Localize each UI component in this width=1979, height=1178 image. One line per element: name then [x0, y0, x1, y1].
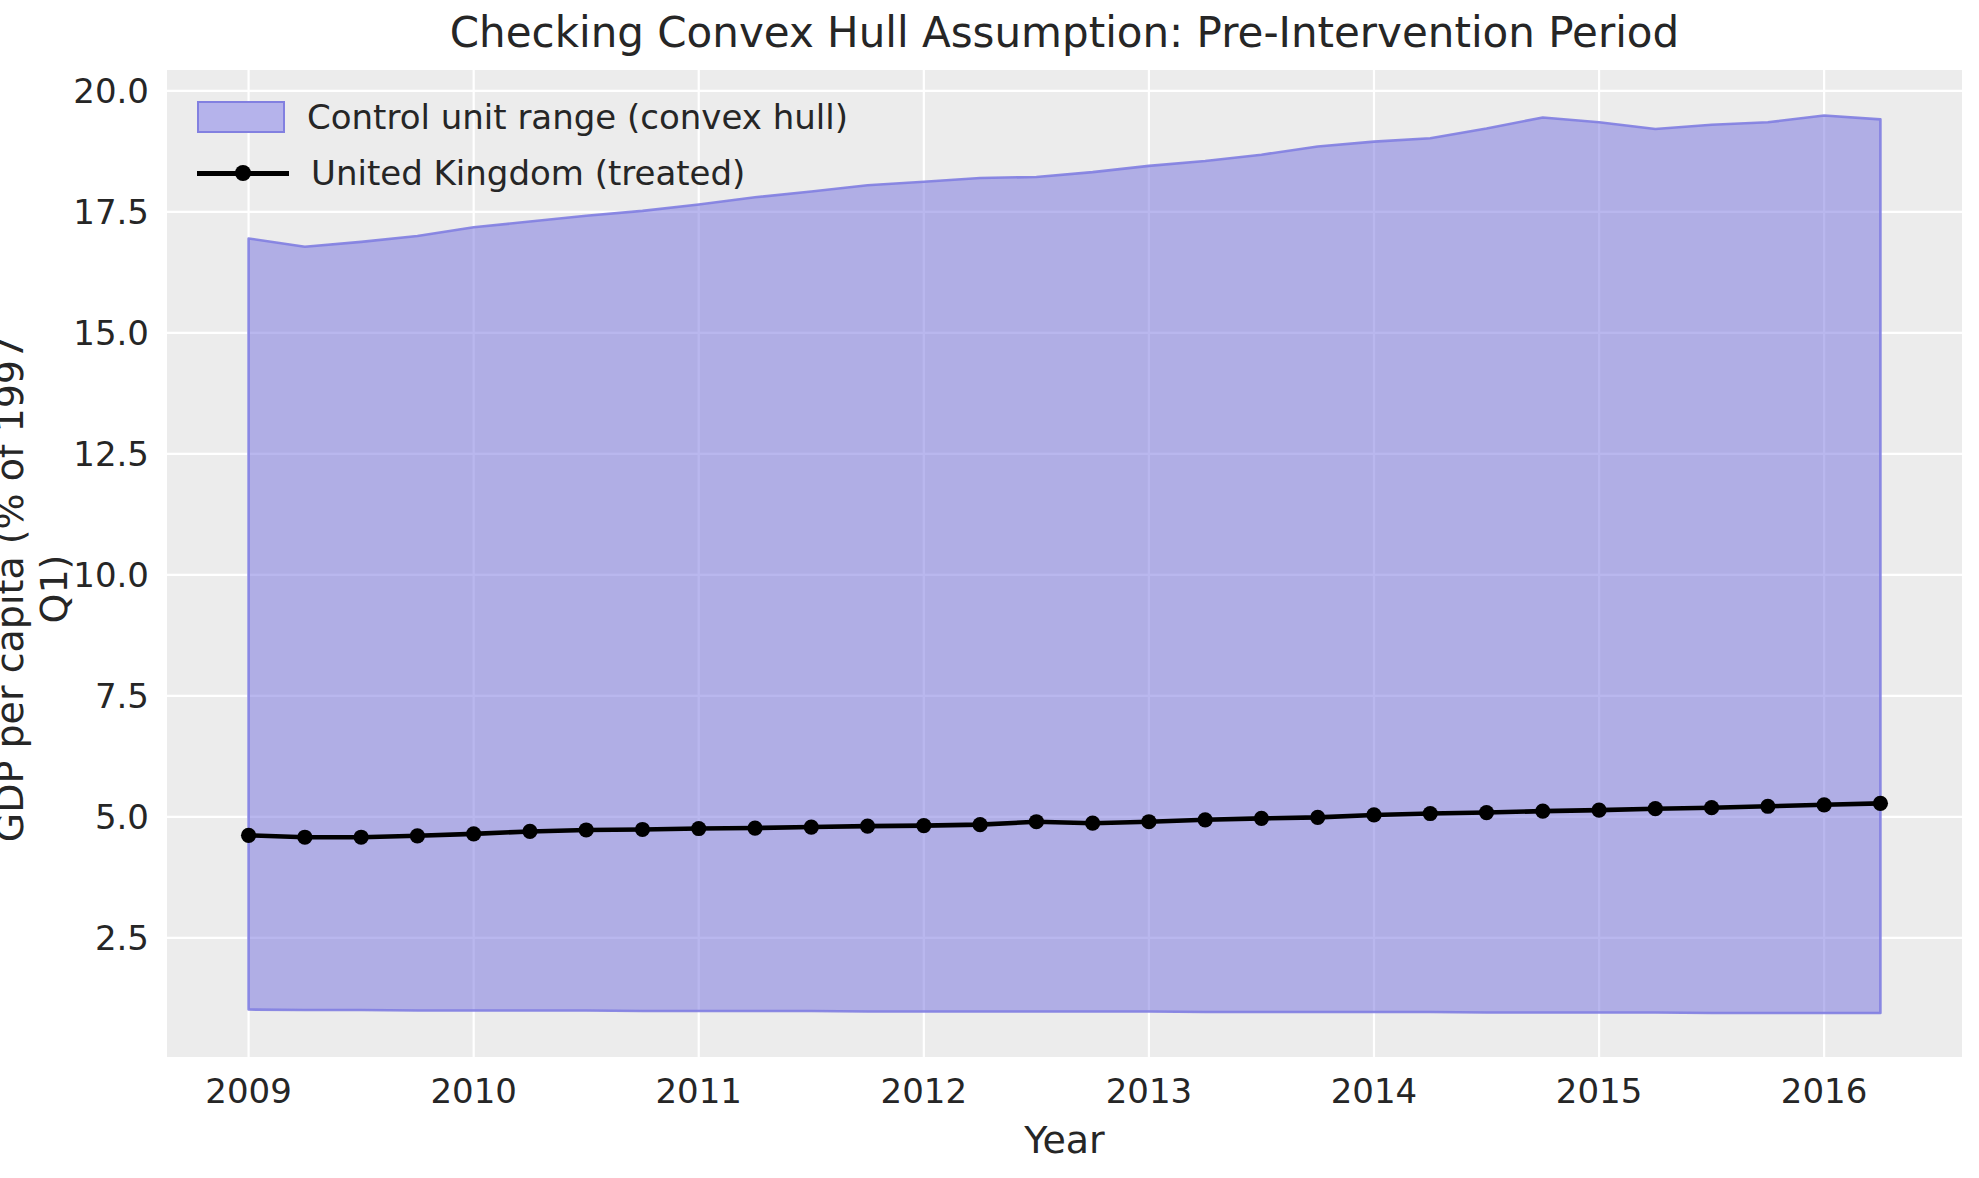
x-tick-label: 2010 — [430, 1071, 517, 1111]
treated-marker — [1310, 810, 1325, 825]
treated-marker — [1817, 797, 1832, 812]
legend-treated-label: United Kingdom (treated) — [311, 153, 745, 193]
treated-marker — [860, 819, 875, 834]
y-tick-label: 17.5 — [73, 192, 149, 232]
treated-marker — [1141, 814, 1156, 829]
treated-marker — [1085, 816, 1100, 831]
control-hull-band — [249, 116, 1881, 1013]
y-tick-label: 2.5 — [95, 918, 149, 958]
treated-marker — [1366, 807, 1381, 822]
figure: Checking Convex Hull Assumption: Pre-Int… — [0, 0, 1979, 1178]
x-axis-label: Year — [167, 1118, 1962, 1162]
x-tick-label: 2016 — [1781, 1071, 1868, 1111]
treated-marker — [579, 822, 594, 837]
treated-marker — [1029, 814, 1044, 829]
treated-marker — [241, 828, 256, 843]
y-tick-label: 10.0 — [73, 555, 149, 595]
treated-marker — [522, 824, 537, 839]
y-tick-label: 20.0 — [73, 71, 149, 111]
treated-marker-icon — [235, 165, 251, 181]
treated-line-icon — [197, 171, 289, 176]
x-tick-label: 2015 — [1556, 1071, 1643, 1111]
treated-marker — [1479, 805, 1494, 820]
y-tick-label: 5.0 — [95, 797, 149, 837]
x-tick-label: 2012 — [881, 1071, 968, 1111]
treated-marker — [354, 830, 369, 845]
treated-marker — [1760, 799, 1775, 814]
treated-marker — [1591, 803, 1606, 818]
treated-marker — [747, 820, 762, 835]
hull-swatch-icon — [197, 101, 285, 133]
treated-marker — [410, 828, 425, 843]
treated-marker — [1254, 811, 1269, 826]
y-tick-label: 12.5 — [73, 434, 149, 474]
legend-hull-label: Control unit range (convex hull) — [307, 97, 848, 137]
x-tick-label: 2011 — [655, 1071, 742, 1111]
treated-marker — [635, 822, 650, 837]
chart-title: Checking Convex Hull Assumption: Pre-Int… — [167, 8, 1962, 57]
y-tick-label: 15.0 — [73, 313, 149, 353]
treated-marker — [691, 821, 706, 836]
legend-item-treated: United Kingdom (treated) — [197, 152, 848, 194]
treated-marker — [804, 819, 819, 834]
treated-marker — [1535, 803, 1550, 818]
legend-item-hull: Control unit range (convex hull) — [197, 96, 848, 138]
treated-marker — [1648, 801, 1663, 816]
legend: Control unit range (convex hull) United … — [197, 96, 848, 194]
y-tick-label: 7.5 — [95, 676, 149, 716]
treated-marker — [972, 817, 987, 832]
treated-marker — [1704, 800, 1719, 815]
x-tick-label: 2013 — [1106, 1071, 1193, 1111]
treated-marker — [466, 826, 481, 841]
treated-marker — [1873, 796, 1888, 811]
treated-marker — [297, 830, 312, 845]
treated-marker — [1423, 806, 1438, 821]
treated-marker — [916, 818, 931, 833]
y-axis-label: GDP per capita (% of 1997 Q1) — [0, 309, 76, 869]
x-tick-label: 2009 — [205, 1071, 292, 1111]
treated-marker — [1198, 812, 1213, 827]
x-tick-label: 2014 — [1331, 1071, 1418, 1111]
